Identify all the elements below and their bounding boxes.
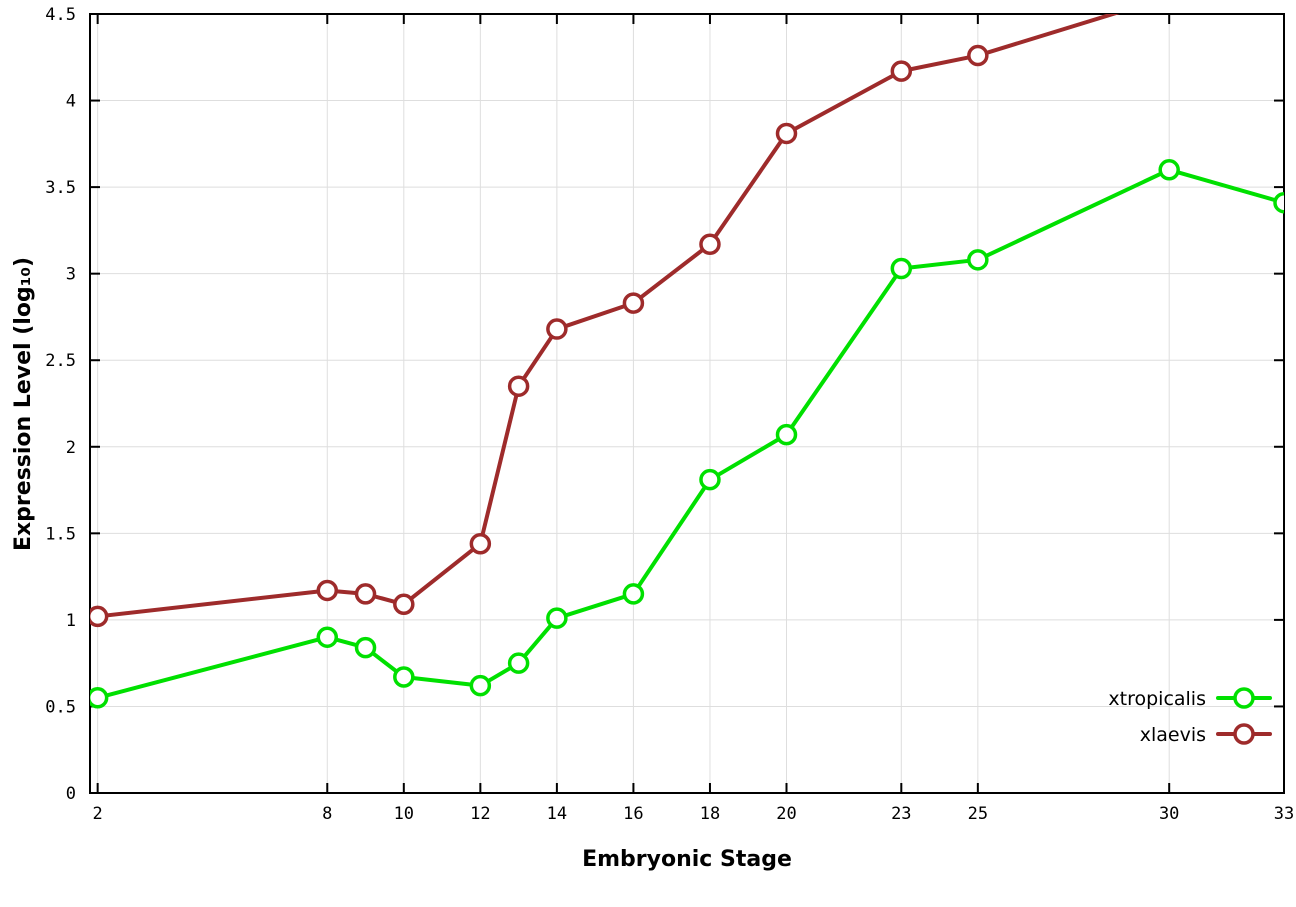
data-point-xlaevis	[546, 318, 568, 340]
y-tick-label: 4.5	[45, 5, 76, 25]
data-point-xtropicalis	[775, 423, 798, 446]
y-tick-label: 0.5	[45, 697, 76, 717]
data-point-xtropicalis	[622, 583, 645, 605]
x-tick-label: 16	[623, 804, 643, 824]
x-tick-label: 10	[394, 804, 414, 824]
data-point-xtropicalis	[90, 687, 109, 709]
data-point-xtropicalis	[507, 652, 530, 674]
legend: xtropicalis xlaevis	[1108, 687, 1272, 746]
data-point-xlaevis	[890, 60, 913, 82]
x-tick-label: 30	[1159, 804, 1179, 824]
data-point-xlaevis	[967, 44, 989, 67]
x-tick-label: 20	[776, 804, 796, 824]
data-point-xlaevis	[393, 593, 415, 616]
plot-border	[89, 13, 1285, 794]
y-tick-label: 2	[66, 438, 76, 458]
y-tick-label: 3.5	[45, 178, 76, 198]
data-point-xtropicalis	[393, 666, 415, 688]
data-point-xlaevis	[507, 375, 530, 397]
data-point-xtropicalis	[890, 257, 913, 280]
data-point-xtropicalis	[316, 626, 339, 648]
y-tick-label: 4	[66, 92, 76, 112]
data-point-xlaevis	[469, 532, 492, 555]
x-tick-label: 14	[547, 804, 567, 824]
x-tick-label: 18	[700, 804, 720, 824]
data-point-xtropicalis	[469, 674, 492, 697]
series-xlaevis	[90, 0, 1178, 628]
legend-label-xlaevis: xlaevis	[1140, 724, 1206, 746]
series-xtropicalis	[90, 159, 1284, 709]
y-tick-label: 1.5	[45, 524, 76, 544]
data-point-xtropicalis	[546, 607, 568, 629]
data-point-xlaevis	[622, 292, 645, 314]
y-tick-label: 2.5	[45, 351, 76, 371]
data-point-xlaevis	[775, 122, 798, 145]
data-point-xtropicalis	[1158, 159, 1180, 181]
y-tick-label: 0	[66, 784, 76, 804]
data-point-xtropicalis	[967, 249, 989, 271]
x-tick-label: 2	[93, 804, 103, 824]
data-point-xlaevis	[699, 233, 721, 255]
data-point-xtropicalis	[699, 468, 721, 491]
x-axis-title: Embryonic Stage	[582, 847, 792, 872]
x-tick-label: 12	[470, 804, 490, 824]
data-point-xlaevis	[316, 579, 339, 602]
x-tick-label: 25	[968, 804, 988, 824]
chart-layers: 2 8 10 12 14 16 18 20 23 25 30 33 0 0.5 1 1.5 2 2.5 3 3.5 4 4…	[45, 0, 1294, 824]
data-point-xlaevis	[1160, 0, 1178, 6]
x-tick-label: 8	[322, 804, 332, 824]
y-tick-label: 1	[66, 611, 76, 631]
series-line-xtropicalis	[95, 167, 1284, 700]
x-tick-label: 33	[1274, 804, 1294, 824]
x-tick-label: 23	[891, 804, 911, 824]
data-point-xlaevis	[90, 605, 109, 628]
y-tick-label: 3	[66, 265, 76, 285]
data-point-xtropicalis	[354, 636, 377, 659]
legend-sample-marker-xlaevis	[1233, 723, 1255, 745]
legend-label-xtropicalis: xtropicalis	[1108, 688, 1206, 710]
data-point-xtropicalis	[1273, 191, 1284, 214]
data-point-xlaevis	[354, 583, 377, 605]
y-axis-title: Expression Level (log₁₀)	[11, 257, 36, 551]
legend-sample-marker-xtropicalis	[1233, 687, 1255, 709]
